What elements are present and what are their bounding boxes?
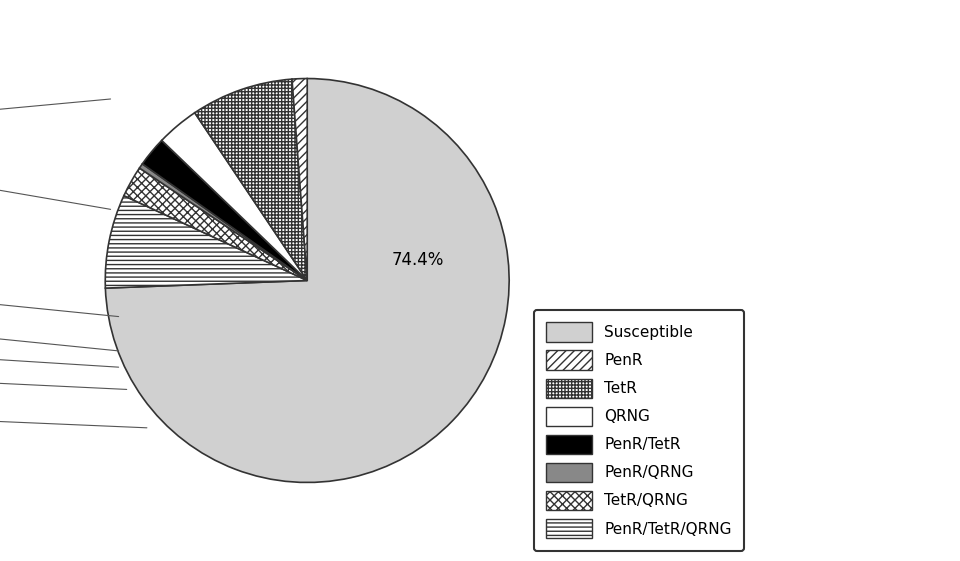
Wedge shape (161, 113, 307, 280)
Wedge shape (124, 168, 307, 280)
Text: 3.4%: 3.4% (0, 293, 119, 316)
Text: 8.2%: 8.2% (0, 176, 110, 209)
Wedge shape (292, 79, 307, 280)
Wedge shape (142, 140, 307, 280)
Wedge shape (106, 196, 307, 288)
Legend: Susceptible, PenR, TetR, QRNG, PenR/TetR, PenR/QRNG, TetR/QRNG, PenR/TetR/QRNG: Susceptible, PenR, TetR, QRNG, PenR/TetR… (534, 310, 744, 550)
Wedge shape (139, 164, 307, 280)
Text: 7.5%: 7.5% (0, 412, 147, 428)
Wedge shape (106, 79, 509, 482)
Text: 1.2%: 1.2% (0, 99, 110, 121)
Text: 2.5%: 2.5% (0, 374, 127, 389)
Wedge shape (195, 79, 307, 280)
Text: 74.4%: 74.4% (392, 251, 444, 269)
Text: 2.4%: 2.4% (0, 328, 119, 351)
Text: 0.4%: 0.4% (0, 350, 119, 367)
